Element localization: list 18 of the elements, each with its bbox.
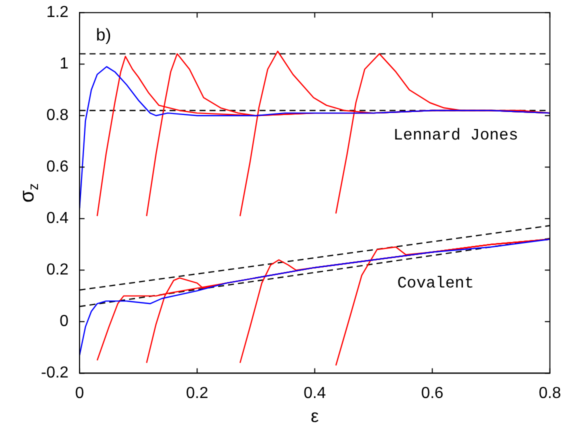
y-tick-label: -0.2 <box>40 364 69 382</box>
x-tick-label: 0.4 <box>304 385 326 402</box>
y-tick-label: 1 <box>60 56 69 73</box>
x-tick-label: 0.2 <box>186 385 208 402</box>
y-tick-label: 0.8 <box>46 107 69 124</box>
y-axis-title: σz <box>16 183 41 203</box>
y-tick-label: 0 <box>60 313 69 330</box>
x-tick-label: 0 <box>75 385 84 402</box>
annotation: b) <box>96 26 112 45</box>
annotation: Covalent <box>397 274 474 292</box>
annotation: Lennard Jones <box>393 126 518 144</box>
y-tick-label: 0.2 <box>46 262 69 279</box>
y-tick-label: 0.6 <box>46 158 69 176</box>
y-tick-label: 1.2 <box>46 4 69 22</box>
x-axis-title: ε <box>310 406 319 426</box>
x-tick-label: 0.6 <box>421 385 444 402</box>
y-tick-label: 0.4 <box>46 210 69 228</box>
x-tick-label: 0.8 <box>538 385 562 402</box>
